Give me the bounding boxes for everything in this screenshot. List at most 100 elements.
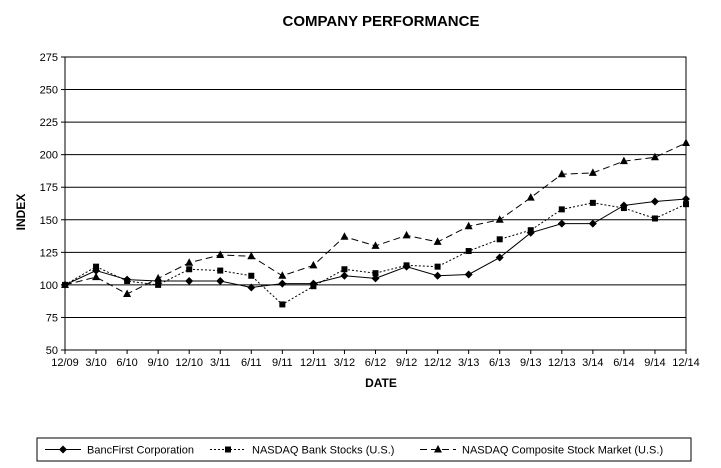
x-tick-label: 9/11 — [272, 357, 293, 369]
data-point — [495, 253, 504, 262]
data-point — [155, 281, 162, 288]
legend-item: BancFirst Corporation — [45, 445, 194, 457]
x-tick-label: 6/12 — [365, 357, 386, 369]
x-tick-label: 12/14 — [672, 357, 700, 369]
data-point — [247, 283, 256, 292]
data-point — [433, 271, 442, 280]
chart-title: COMPANY PERFORMANCE — [283, 13, 480, 30]
legend-item: NASDAQ Composite Stock Market (U.S.) — [420, 445, 663, 457]
y-tick-label: 125 — [40, 247, 58, 259]
data-point — [371, 241, 380, 249]
data-point — [186, 266, 193, 273]
data-point — [588, 219, 597, 228]
data-point — [310, 283, 317, 290]
y-tick-label: 250 — [40, 85, 58, 97]
legend-box — [36, 437, 692, 462]
y-tick-label: 100 — [40, 280, 58, 292]
x-tick-label: 12/13 — [548, 357, 576, 369]
data-point — [124, 277, 131, 284]
x-tick-label: 12/11 — [300, 357, 327, 369]
data-point — [495, 215, 504, 223]
series-square — [62, 199, 689, 308]
series-layer — [61, 138, 690, 308]
data-point — [557, 169, 566, 178]
data-point — [434, 263, 441, 270]
x-tick-label: 6/11 — [241, 357, 262, 369]
data-point — [154, 273, 163, 282]
data-point — [588, 168, 597, 176]
legend-item: NASDAQ Bank Stocks (U.S.) — [210, 445, 394, 457]
data-point — [589, 199, 596, 206]
data-point — [620, 205, 627, 212]
data-point — [341, 266, 348, 273]
x-axis-title: DATE — [365, 376, 397, 390]
data-point — [279, 301, 286, 308]
data-point — [558, 206, 565, 213]
data-point — [216, 250, 225, 258]
data-point — [465, 248, 472, 255]
data-point — [651, 215, 658, 222]
x-tick-label: 3/10 — [85, 357, 106, 369]
x-tick-label: 3/13 — [458, 357, 479, 369]
data-point — [557, 219, 566, 228]
data-point — [248, 272, 255, 279]
x-tick-label: 9/14 — [644, 357, 665, 369]
data-point — [216, 276, 225, 285]
data-point — [247, 251, 256, 260]
y-tick-label: 175 — [40, 182, 58, 194]
legend: BancFirst Corporation NASDAQ Bank Stocks … — [36, 437, 692, 462]
legend-label: NASDAQ Composite Stock Market (U.S.) — [462, 445, 663, 457]
x-tick-label: 9/12 — [396, 357, 417, 369]
series-triangle — [61, 138, 690, 298]
x-tick-label: 6/14 — [613, 357, 634, 369]
data-point — [527, 227, 534, 234]
data-point — [185, 276, 194, 285]
y-axis: 50 75 100 125 150 175 200 225 250 275 — [40, 52, 65, 357]
y-tick-label: 225 — [40, 117, 58, 129]
data-point — [402, 230, 411, 239]
data-point — [340, 271, 349, 280]
data-point — [433, 237, 442, 245]
y-tick-label: 200 — [40, 150, 58, 162]
data-point — [464, 270, 473, 279]
y-tick-label: 150 — [40, 215, 58, 227]
legend-label: BancFirst Corporation — [87, 445, 194, 457]
x-tick-label: 6/13 — [489, 357, 510, 369]
series-line — [64, 202, 687, 306]
legend-marker — [434, 445, 442, 453]
x-tick-label: 12/10 — [175, 357, 203, 369]
x-tick-label: 3/11 — [210, 357, 231, 369]
data-point — [650, 152, 659, 161]
data-point — [93, 263, 100, 270]
data-point — [278, 279, 287, 288]
legend-marker — [59, 445, 67, 454]
x-tick-label: 3/12 — [334, 357, 355, 369]
data-point — [403, 262, 410, 269]
data-point — [650, 197, 659, 206]
data-point — [372, 270, 379, 277]
data-point — [278, 271, 287, 279]
data-point — [309, 260, 318, 269]
data-point — [619, 156, 628, 165]
data-point — [464, 221, 473, 230]
data-point — [185, 258, 194, 266]
y-tick-label: 275 — [40, 52, 58, 64]
data-point — [682, 138, 690, 146]
y-tick-label: 50 — [46, 345, 58, 357]
data-point — [92, 272, 101, 281]
x-tick-label: 9/13 — [520, 357, 541, 369]
x-tick-label: 12/09 — [51, 357, 79, 369]
legend-label: NASDAQ Bank Stocks (U.S.) — [252, 445, 394, 457]
data-point — [123, 289, 132, 298]
data-point — [526, 193, 535, 201]
data-point — [371, 274, 380, 283]
x-tick-label: 6/10 — [116, 357, 137, 369]
x-axis: 12/09 3/10 6/10 9/10 12/10 3/11 6/11 9/11 12/11 3… — [51, 350, 700, 369]
data-point — [61, 280, 69, 288]
data-point — [496, 236, 503, 243]
data-point — [682, 194, 690, 203]
legend-marker — [225, 446, 231, 453]
y-axis-title: INDEX — [14, 194, 28, 231]
data-point — [217, 267, 224, 274]
